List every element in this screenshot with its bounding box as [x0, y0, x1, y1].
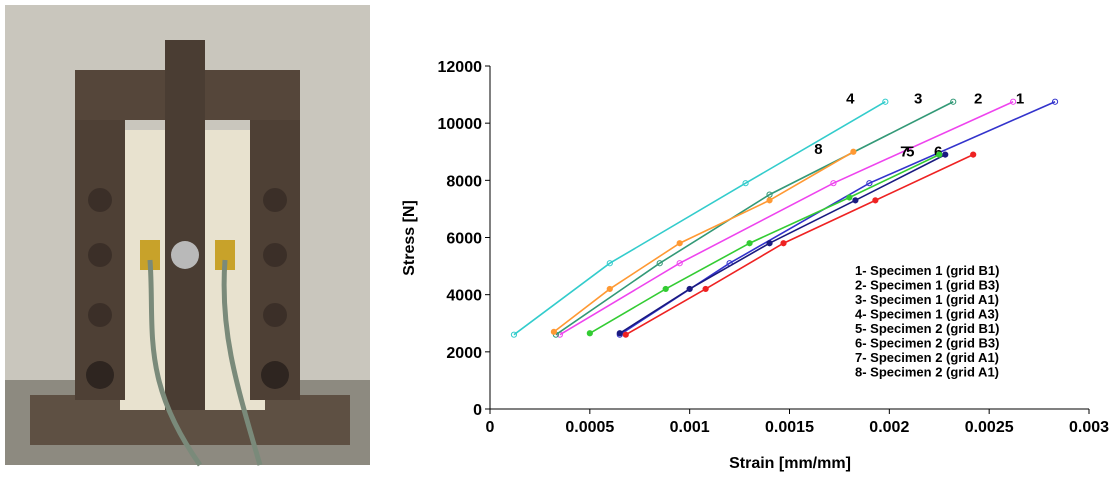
right-column: [250, 70, 300, 400]
data-point: [676, 240, 683, 247]
y-tick-label: 8000: [446, 173, 482, 190]
bolt: [86, 361, 114, 389]
bolt: [263, 188, 287, 212]
center-bar: [165, 40, 205, 410]
data-point: [606, 285, 613, 293]
series-line: [513, 101, 886, 336]
data-point: [950, 98, 957, 105]
data-point: [586, 330, 593, 337]
data-point: [676, 260, 683, 267]
x-tick-label: 0.001: [670, 419, 710, 436]
x-tick-label: 0.003: [1069, 419, 1109, 436]
data-point: [606, 260, 613, 267]
bolt: [171, 241, 199, 269]
data-point: [846, 194, 853, 201]
data-point: [1010, 98, 1017, 105]
x-tick-label: 0: [486, 419, 495, 436]
data-point: [550, 328, 557, 335]
legend-entry: 6- Specimen 2 (grid B3): [855, 336, 999, 351]
line-label: 1: [1016, 91, 1024, 108]
data-point: [510, 331, 518, 338]
data-point: [882, 98, 889, 105]
bolt: [263, 303, 287, 327]
legend-entry: 3- Specimen 1 (grid A1): [855, 292, 999, 307]
strain-gauge: [215, 240, 235, 270]
line-label: 3: [914, 91, 922, 108]
photo: [5, 5, 370, 467]
data-point: [830, 180, 837, 187]
y-tick-label: 12000: [438, 59, 483, 76]
left-column: [75, 70, 125, 400]
bolt: [88, 188, 112, 212]
x-tick-label: 0.0005: [565, 419, 614, 436]
line-label: 7: [900, 144, 908, 161]
legend-entry: 4- Specimen 1 (grid A3): [855, 307, 999, 322]
data-point: [942, 151, 949, 158]
line-label: 8: [814, 141, 822, 158]
bolt: [88, 303, 112, 327]
data-point: [780, 240, 787, 247]
y-tick-label: 10000: [438, 116, 483, 133]
data-point: [616, 330, 623, 337]
data-point: [686, 285, 693, 293]
bolt: [88, 243, 112, 267]
y-tick-label: 2000: [446, 345, 482, 362]
series-line: [559, 101, 1014, 336]
data-point: [850, 148, 857, 155]
bolt: [263, 243, 287, 267]
legend-entry: 2- Specimen 1 (grid B3): [855, 278, 999, 293]
y-tick-label: 0: [473, 402, 482, 419]
legend-entry: 7- Specimen 2 (grid A1): [855, 350, 999, 365]
x-tick-label: 0.0015: [765, 419, 814, 436]
wires: [147, 259, 263, 467]
data-point: [872, 197, 879, 204]
y-tick-label: 4000: [446, 288, 482, 305]
data-point: [746, 240, 753, 247]
data-point: [656, 260, 663, 267]
line-label: 5: [906, 144, 914, 161]
data-point: [936, 151, 943, 158]
legend-entry: 8- Specimen 2 (grid A1): [855, 365, 999, 380]
data-point: [742, 180, 749, 187]
data-point: [662, 285, 669, 293]
line-label: 2: [974, 91, 982, 108]
data-point: [766, 240, 773, 247]
legend-entry: 5- Specimen 2 (grid B1): [855, 321, 999, 336]
data-point: [866, 180, 873, 187]
data-point: [766, 191, 773, 198]
data-point: [1051, 98, 1059, 105]
line-label: 4: [846, 91, 855, 108]
legend-entry: 1- Specimen 1 (grid B1): [855, 263, 999, 278]
data-point: [852, 197, 859, 204]
data-point: [970, 151, 977, 158]
data-point: [622, 331, 629, 338]
data-point: [766, 197, 773, 204]
y-tick-label: 6000: [446, 231, 482, 248]
bolt: [261, 361, 289, 389]
x-tick-label: 0.002: [869, 419, 909, 436]
strain-gauge: [140, 240, 160, 270]
x-tick-label: 0.0025: [965, 419, 1014, 436]
data-point: [702, 285, 709, 293]
x-axis-title: Strain [mm/mm]: [729, 455, 851, 472]
y-axis-title: Stress [N]: [401, 200, 418, 276]
series-line: [555, 101, 954, 336]
